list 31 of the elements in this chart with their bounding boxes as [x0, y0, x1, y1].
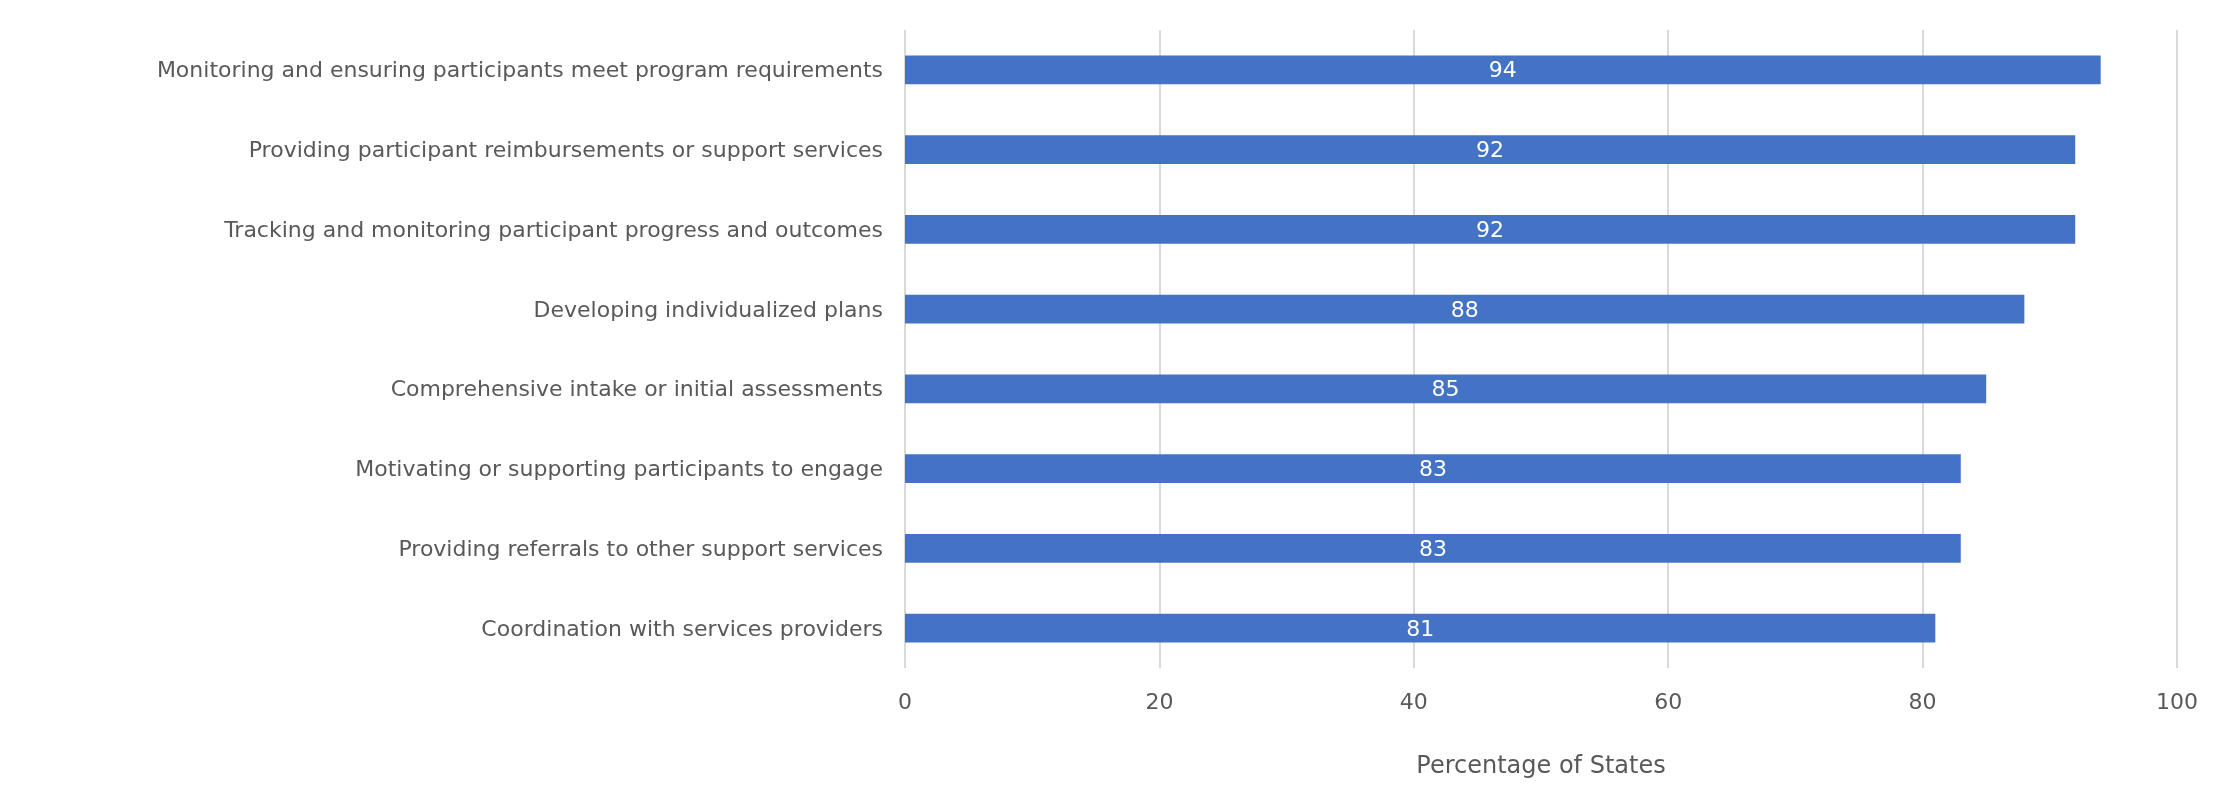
y-tick-label: Coordination with services providers — [481, 615, 883, 641]
bar — [905, 374, 1987, 404]
bar — [905, 135, 2076, 164]
y-tick-label: Providing referrals to other support services — [398, 535, 883, 561]
x-tick-label: 100 — [2156, 688, 2198, 714]
y-tick-label: Motivating or supporting participants to engage — [355, 456, 883, 482]
y-tick-label: Providing participant reimbursements or support services — [248, 137, 883, 163]
y-tick-label: Tracking and monitoring participant progress and outcomes — [223, 216, 883, 242]
bar — [905, 613, 1936, 643]
bar — [905, 294, 2025, 324]
bar — [905, 454, 1961, 483]
bar — [905, 55, 2101, 85]
x-axis-title: Percentage of States — [1416, 751, 1666, 779]
bar — [905, 534, 1961, 563]
y-tick-label: Comprehensive intake or initial assessments — [390, 376, 883, 402]
data-label: 88 — [1450, 296, 1479, 322]
data-label: 92 — [1476, 137, 1505, 163]
y-tick-label: Developing individualized plans — [533, 296, 883, 322]
data-label: 81 — [1406, 615, 1435, 641]
x-tick-label: 0 — [898, 688, 912, 714]
data-label: 83 — [1418, 456, 1447, 482]
data-label: 83 — [1418, 535, 1447, 561]
data-label: 94 — [1488, 57, 1517, 83]
x-tick-label: 80 — [1908, 688, 1937, 714]
data-label: 92 — [1476, 216, 1505, 242]
x-tick-label: 60 — [1654, 688, 1683, 714]
data-label: 85 — [1431, 376, 1460, 402]
x-tick-label: 40 — [1399, 688, 1428, 714]
y-tick-label: Monitoring and ensuring participants meet program requirements — [156, 57, 883, 83]
bar — [905, 215, 2076, 244]
x-tick-label: 20 — [1145, 688, 1174, 714]
